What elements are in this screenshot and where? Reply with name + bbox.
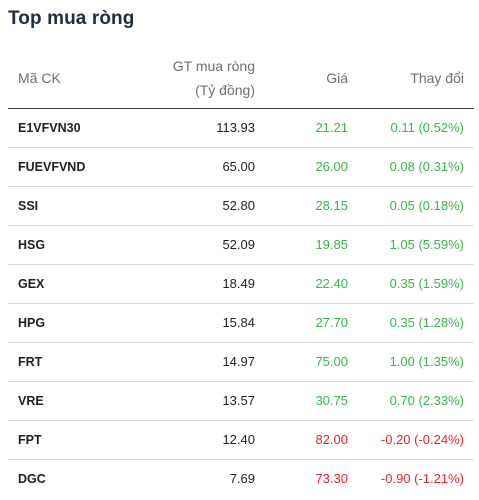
net-buy-value: 12.40 (222, 432, 255, 447)
stock-code[interactable]: HPG (18, 316, 46, 330)
table-body: E1VFVN30 113.93 21.21 0.11 (0.52%) FUEVFVND 6… (8, 109, 474, 498)
price-value: 27.70 (315, 315, 348, 330)
price-value: 26.00 (315, 159, 348, 174)
net-buy-value: 14.97 (222, 354, 255, 369)
price-value: 28.15 (315, 198, 348, 213)
header-change[interactable]: Thay đổi (410, 70, 464, 86)
table-row[interactable]: HPG 15.84 27.70 0.35 (1.28%) (8, 304, 474, 343)
price-value: 75.00 (315, 354, 348, 369)
price-value: 22.40 (315, 276, 348, 291)
stock-code[interactable]: FUEVFVND (18, 160, 86, 174)
stock-code[interactable]: FPT (18, 433, 42, 447)
stock-code[interactable]: E1VFVN30 (18, 121, 81, 135)
widget-title: Top mua ròng (8, 8, 135, 29)
net-buy-value: 13.57 (222, 393, 255, 408)
price-change: -0.20 (-0.24%) (380, 432, 464, 447)
price-change: 0.11 (0.52%) (390, 120, 464, 135)
price-change: 0.70 (2.33%) (389, 393, 464, 408)
header-net-buy-value-unit: (Tỷ đồng) (195, 82, 255, 98)
net-buy-value: 15.84 (222, 315, 255, 330)
price-change: 0.35 (1.59%) (389, 276, 464, 291)
net-buy-value: 52.80 (222, 198, 255, 213)
net-buy-value: 52.09 (222, 237, 255, 252)
stock-code[interactable]: SSI (18, 199, 39, 213)
table-row[interactable]: SSI 52.80 28.15 0.05 (0.18%) (8, 187, 474, 226)
price-value: 19.85 (315, 237, 348, 252)
net-buy-value: 18.49 (222, 276, 255, 291)
stock-code[interactable]: FRT (18, 355, 43, 369)
table-row[interactable]: VRE 13.57 30.75 0.70 (2.33%) (8, 382, 474, 421)
net-buy-value: 113.93 (216, 120, 255, 135)
top-net-buy-table: Mã CK GT mua ròng (Tỷ đồng) Giá Thay đổi… (8, 52, 474, 498)
net-buy-value: 7.69 (229, 471, 255, 486)
price-value: 30.75 (315, 393, 348, 408)
price-value: 73.30 (315, 471, 348, 486)
header-price[interactable]: Giá (326, 70, 348, 86)
price-value: 21.21 (315, 120, 348, 135)
table-row[interactable]: DGC 7.69 73.30 -0.90 (-1.21%) (8, 460, 474, 498)
table-row[interactable]: E1VFVN30 113.93 21.21 0.11 (0.52%) (8, 109, 474, 148)
table-header: Mã CK GT mua ròng (Tỷ đồng) Giá Thay đổi (8, 52, 474, 109)
price-change: 1.00 (1.35%) (389, 354, 464, 369)
stock-code[interactable]: DGC (18, 472, 46, 486)
stock-code[interactable]: HSG (18, 238, 46, 252)
stock-code[interactable]: VRE (18, 394, 44, 408)
table-row[interactable]: FRT 14.97 75.00 1.00 (1.35%) (8, 343, 474, 382)
header-net-buy-value-line1: GT mua ròng (172, 58, 255, 74)
header-code[interactable]: Mã CK (18, 70, 61, 86)
stock-code[interactable]: GEX (18, 277, 45, 291)
table-row[interactable]: HSG 52.09 19.85 1.05 (5.59%) (8, 226, 474, 265)
table-row[interactable]: FUEVFVND 65.00 26.00 0.08 (0.31%) (8, 148, 474, 187)
table-row[interactable]: GEX 18.49 22.40 0.35 (1.59%) (8, 265, 474, 304)
price-value: 82.00 (315, 432, 348, 447)
price-change: 0.08 (0.31%) (389, 159, 464, 174)
price-change: 0.05 (0.18%) (389, 198, 464, 213)
header-net-buy-value[interactable]: GT mua ròng (Tỷ đồng) (173, 54, 255, 102)
price-change: 0.35 (1.28%) (389, 315, 464, 330)
net-buy-value: 65.00 (222, 159, 255, 174)
price-change: -0.90 (-1.21%) (380, 471, 464, 486)
price-change: 1.05 (5.59%) (389, 237, 464, 252)
table-row[interactable]: FPT 12.40 82.00 -0.20 (-0.24%) (8, 421, 474, 460)
